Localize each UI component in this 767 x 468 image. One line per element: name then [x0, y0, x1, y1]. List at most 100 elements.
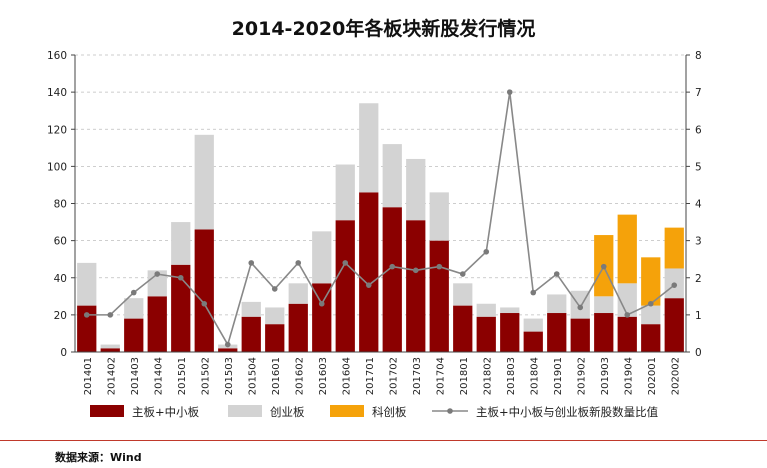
bar-segment — [641, 324, 661, 352]
ratio-point — [177, 274, 184, 281]
ratio-point — [224, 341, 231, 348]
x-tick-label: 201904 — [623, 357, 634, 395]
ratio-point — [600, 263, 607, 270]
ratio-point — [436, 263, 443, 270]
bar-segment — [241, 316, 261, 352]
legend-swatch — [228, 405, 262, 417]
ratio-point — [553, 271, 560, 277]
bar-segment — [312, 231, 332, 284]
bar-segment — [241, 301, 261, 317]
bar-segment — [288, 283, 308, 304]
bar-segment — [77, 262, 97, 306]
bar-segment — [523, 318, 543, 332]
x-tick-label: 201503 — [224, 357, 235, 395]
ratio-point — [365, 282, 372, 288]
bar-segment — [194, 229, 214, 352]
legend-label: 主板+中小板与创业板新股数量比值 — [476, 405, 659, 419]
bar-segment — [500, 307, 520, 314]
bar-segment — [406, 220, 426, 352]
bar-segment — [547, 294, 567, 314]
bar-segment — [641, 305, 661, 325]
bar-segment — [406, 158, 426, 221]
bar-segment — [594, 296, 614, 314]
right-tick-label: 8 — [695, 50, 702, 62]
ratio-point — [506, 89, 513, 95]
x-tick-label: 201702 — [388, 357, 399, 395]
legend-line-marker — [447, 408, 453, 414]
x-tick-label: 201401 — [83, 357, 94, 395]
left-tick-label: 100 — [47, 161, 67, 173]
ratio-point — [318, 300, 325, 307]
bar-segment — [171, 264, 191, 352]
left-tick-label: 120 — [47, 124, 67, 136]
x-tick-label: 201501 — [177, 357, 188, 395]
bar-segment — [453, 283, 473, 306]
x-tick-label: 201403 — [130, 357, 141, 395]
x-tick-label: 202001 — [647, 357, 658, 395]
bar-segment — [194, 134, 214, 230]
x-tick-label: 201603 — [318, 357, 329, 395]
bar-segment — [124, 318, 144, 352]
legend-swatch — [330, 405, 364, 417]
x-tick-label: 201604 — [341, 357, 352, 395]
ratio-line — [86, 92, 675, 347]
x-tick-label: 201804 — [529, 357, 540, 395]
bar-segment — [265, 307, 285, 325]
legend-label: 主板+中小板 — [132, 405, 200, 419]
left-tick-label: 0 — [60, 347, 67, 359]
bar-segment — [476, 316, 496, 352]
bar-segment — [359, 103, 379, 193]
right-tick-label: 2 — [695, 273, 702, 285]
bar-segment — [617, 214, 637, 284]
bar-segment — [312, 283, 332, 352]
bar-segment — [171, 222, 191, 265]
x-tick-label: 201801 — [459, 357, 470, 395]
bar-segment — [100, 344, 120, 349]
left-tick-label: 160 — [47, 50, 67, 62]
bar-segment — [382, 144, 402, 208]
right-tick-label: 6 — [695, 124, 702, 136]
ratio-point — [130, 289, 137, 296]
x-tick-label: 201701 — [365, 357, 376, 395]
ratio-point — [459, 271, 466, 277]
ratio-point — [154, 271, 161, 277]
legend-label: 创业板 — [270, 405, 305, 419]
bar-segment — [147, 270, 167, 297]
bar-segment — [476, 303, 496, 317]
chart-title: 2014-2020年各板块新股发行情况 — [231, 18, 536, 40]
bar-segment — [617, 283, 637, 317]
left-tick-label: 80 — [54, 199, 67, 211]
x-tick-label: 201504 — [247, 357, 258, 395]
left-tick-label: 60 — [54, 236, 67, 248]
left-tick-label: 40 — [54, 273, 67, 285]
ratio-point — [412, 267, 419, 274]
right-tick-label: 5 — [695, 161, 702, 173]
x-tick-label: 201404 — [153, 357, 164, 395]
x-tick-label: 201802 — [482, 357, 493, 395]
bar-segment — [335, 164, 355, 221]
right-tick-label: 0 — [695, 347, 702, 359]
bar-segment — [664, 227, 684, 269]
source-divider — [0, 440, 767, 441]
ratio-point — [577, 304, 584, 311]
bar-segment — [617, 316, 637, 352]
bar-segment — [265, 324, 285, 352]
x-tick-label: 201601 — [271, 357, 282, 395]
x-tick-label: 201703 — [412, 357, 423, 395]
ratio-point — [483, 248, 490, 255]
bar-segment — [100, 348, 120, 352]
bar-segment — [218, 348, 238, 352]
ratio-point — [530, 289, 537, 296]
bar-segment — [500, 313, 520, 352]
bar-segment — [523, 331, 543, 352]
x-tick-label: 201704 — [435, 357, 446, 395]
x-tick-label: 201502 — [200, 357, 211, 395]
bar-segment — [382, 207, 402, 352]
ratio-point — [342, 260, 349, 266]
left-tick-label: 140 — [47, 87, 67, 99]
bar-segment — [288, 303, 308, 352]
ratio-point — [671, 282, 678, 288]
bar-segment — [453, 305, 473, 352]
ratio-point — [624, 312, 631, 318]
